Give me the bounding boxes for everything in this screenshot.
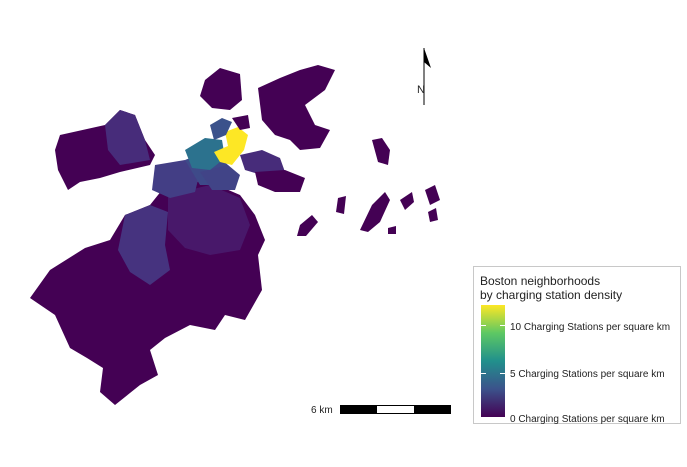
harbor-island-4 — [360, 192, 390, 232]
harbor-island-7 — [428, 208, 438, 222]
legend-tick — [500, 418, 505, 419]
scale-bar — [340, 405, 451, 414]
legend-tick — [481, 325, 486, 326]
neighborhood-charlestown — [210, 118, 232, 140]
harbor-island-8 — [388, 226, 396, 234]
legend-colorbar — [481, 305, 505, 417]
legend-label-mid: 5 Charging Stations per square km — [510, 369, 665, 380]
legend-label-low: 0 Charging Stations per square km — [510, 414, 665, 425]
north-label: N — [417, 84, 425, 96]
legend-tick — [500, 325, 505, 326]
neighborhood-downtown — [185, 138, 225, 170]
north-arrow — [423, 48, 431, 105]
legend-title-line1: Boston neighborhoods — [480, 274, 601, 288]
legend-title: Boston neighborhoods by charging station… — [480, 274, 622, 302]
harbor-island-5 — [400, 192, 414, 210]
scale-bar-label: 6 km — [311, 405, 333, 416]
neighborhood-south-boston — [255, 170, 305, 192]
legend-tick — [481, 373, 486, 374]
neighborhood-south-end — [200, 165, 240, 190]
neighborhood-north-end — [214, 127, 248, 165]
neighborhood-seaport — [240, 150, 285, 175]
neighborhood-east-boston — [258, 65, 335, 150]
harbor-island-3 — [336, 196, 346, 214]
legend-tick — [481, 418, 486, 419]
legend: Boston neighborhoods by charging station… — [473, 266, 681, 425]
neighborhood-jamaica-plain — [118, 205, 170, 285]
neighborhood-fenway — [152, 160, 200, 198]
neighborhood-chelsea-area — [200, 68, 242, 110]
neighborhood-roxbury — [168, 185, 250, 255]
legend-label-high: 10 Charging Stations per square km — [510, 322, 671, 333]
harbor-island-2 — [297, 215, 318, 236]
neighborhood-brighton-east — [105, 110, 150, 165]
legend-tick — [500, 373, 505, 374]
legend-title-line2: by charging station density — [480, 288, 623, 302]
harbor-island-6 — [425, 185, 440, 205]
neighborhood-charlestown-east — [232, 115, 250, 130]
harbor-island-1 — [372, 138, 390, 165]
